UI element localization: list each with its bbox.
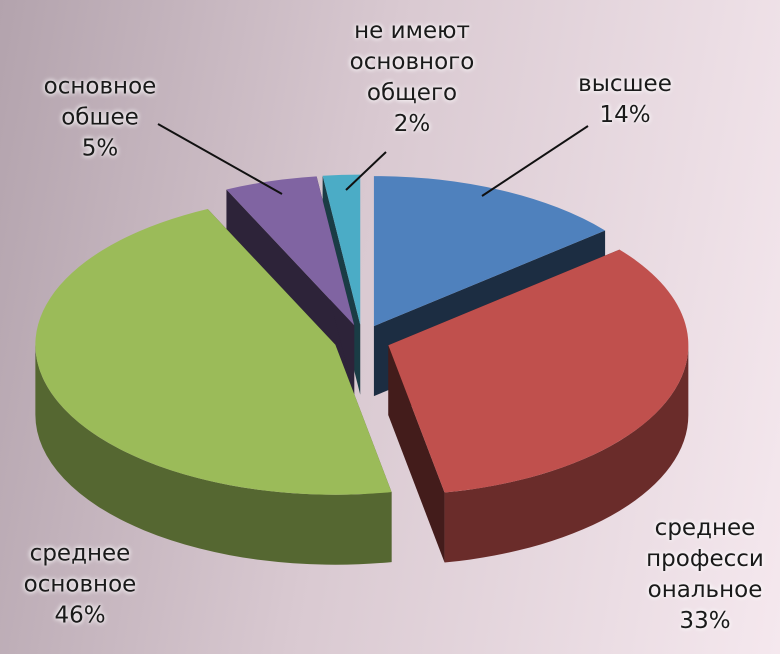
category-label: не имеют основного общего [349, 18, 475, 106]
value-label: 5% [81, 135, 119, 162]
slice-side [388, 345, 445, 563]
slice-label: высшее 14% [578, 69, 672, 131]
value-label: 46% [54, 602, 106, 629]
leader-line [345, 151, 387, 191]
slices [35, 174, 689, 565]
slice-wall [444, 345, 689, 563]
slice-label: среднее основное 46% [24, 539, 137, 632]
slice [35, 209, 392, 495]
slice [322, 174, 361, 325]
category-label: среднее професси ональное [646, 515, 764, 603]
value-label: 2% [393, 111, 431, 137]
slice-wall [35, 344, 392, 565]
value-label: 14% [599, 102, 651, 128]
slice [373, 176, 606, 327]
slice [226, 176, 355, 326]
slice [388, 249, 689, 493]
leader-line [157, 123, 283, 195]
category-label: основное обшее [43, 73, 157, 131]
category-label: среднее основное [23, 540, 137, 598]
category-label: высшее [578, 71, 672, 97]
slice-label: основное обшее 5% [44, 72, 157, 165]
slice-label: среднее професси ональное 33% [646, 513, 764, 637]
leader-line [481, 125, 589, 197]
slice-label: не имеют основного общего 2% [350, 16, 475, 140]
value-label: 33% [679, 608, 731, 634]
